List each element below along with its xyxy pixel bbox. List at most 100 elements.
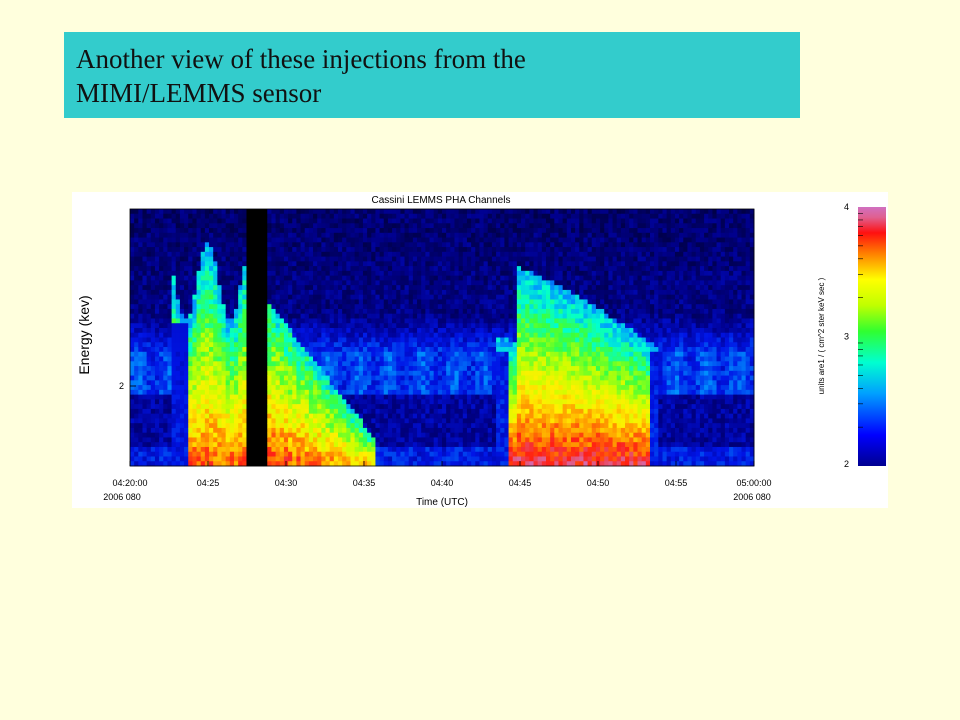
heatmap-cell: [454, 223, 460, 229]
heatmap-cell: [454, 218, 460, 224]
heatmap-cell: [437, 213, 443, 219]
heatmap-cell: [254, 437, 260, 443]
heatmap-cell: [196, 228, 202, 234]
heatmap-cell: [479, 247, 484, 253]
heatmap-cell: [138, 308, 143, 315]
heatmap-cell: [304, 251, 310, 257]
heatmap-cell: [254, 280, 260, 286]
heatmap-cell: [500, 247, 505, 253]
heatmap-cell: [130, 461, 135, 467]
heatmap-cell: [496, 266, 501, 272]
heatmap-cell: [292, 237, 297, 243]
heatmap-cell: [279, 446, 285, 453]
heatmap-cell: [150, 432, 156, 438]
heatmap-cell: [250, 251, 256, 257]
heatmap-cell: [450, 461, 455, 467]
heatmap-cell: [142, 451, 148, 457]
heatmap-cell: [196, 323, 202, 329]
heatmap-cell: [404, 318, 410, 324]
heatmap-cell: [358, 451, 364, 457]
heatmap-cell: [179, 256, 185, 262]
heatmap-cell: [379, 413, 385, 419]
heatmap-cell: [446, 413, 451, 419]
heatmap-cell: [429, 323, 435, 329]
heatmap-cell: [471, 385, 476, 391]
heatmap-cell: [325, 209, 331, 215]
heatmap-cell: [254, 242, 260, 248]
heatmap-cell: [254, 247, 260, 253]
heatmap-cell: [138, 356, 143, 362]
heatmap-cell: [458, 289, 464, 296]
heatmap-cell: [204, 232, 210, 238]
heatmap-cell: [454, 228, 460, 234]
heatmap-cell: [254, 461, 260, 467]
heatmap-cell: [184, 446, 189, 453]
heatmap-cell: [496, 247, 501, 253]
heatmap-cell: [313, 251, 318, 257]
heatmap-cell: [325, 356, 331, 362]
heatmap-cell: [134, 347, 139, 353]
heatmap-cell: [421, 356, 426, 362]
heatmap-cell: [258, 446, 264, 453]
heatmap-cell: [450, 442, 455, 448]
heatmap-cell: [425, 247, 430, 253]
heatmap-cell: [483, 446, 489, 453]
heatmap-cell: [387, 304, 393, 310]
heatmap-cell: [292, 456, 297, 462]
heatmap-cell: [221, 418, 227, 424]
heatmap-cell: [304, 342, 310, 348]
heatmap-cell: [404, 432, 410, 438]
heatmap-cell: [267, 437, 272, 443]
heatmap-cell: [338, 299, 343, 305]
heatmap-cell: [462, 342, 468, 348]
heatmap-cell: [304, 213, 310, 219]
heatmap-cell: [184, 342, 189, 348]
heatmap-cell: [325, 375, 331, 381]
heatmap-cell: [371, 313, 376, 319]
heatmap-cell: [400, 389, 405, 396]
heatmap-cell: [184, 223, 189, 229]
heatmap-cell: [146, 394, 152, 400]
heatmap-cell: [329, 285, 335, 291]
heatmap-cell: [408, 294, 414, 300]
heatmap-cell: [288, 432, 293, 438]
heatmap-cell: [263, 256, 268, 262]
heatmap-cell: [442, 285, 447, 291]
heatmap-cell: [421, 218, 426, 224]
heatmap-cell: [471, 247, 476, 253]
heatmap-cell: [179, 218, 185, 224]
heatmap-cell: [375, 442, 380, 448]
heatmap-cell: [508, 304, 514, 310]
heatmap-cell: [221, 280, 227, 286]
heatmap-cell: [288, 242, 293, 248]
heatmap-cell: [167, 408, 172, 415]
heatmap-cell: [130, 385, 135, 391]
heatmap-cell: [362, 366, 368, 372]
heatmap-cell: [292, 327, 297, 334]
heatmap-cell: [508, 209, 514, 215]
heatmap-cell: [179, 285, 185, 291]
heatmap-cell: [362, 256, 368, 262]
heatmap-cell: [154, 242, 160, 248]
heatmap-cell: [479, 285, 484, 291]
heatmap-cell: [379, 351, 385, 357]
heatmap-cell: [496, 261, 501, 267]
heatmap-cell: [429, 275, 435, 281]
heatmap-cell: [192, 408, 197, 415]
heatmap-cell: [184, 323, 189, 329]
heatmap-cell: [317, 266, 322, 272]
heatmap-cell: [392, 413, 397, 419]
heatmap-cell: [450, 299, 455, 305]
heatmap-cell: [491, 404, 497, 410]
heatmap-cell: [421, 232, 426, 238]
heatmap-cell: [163, 213, 168, 219]
heatmap-cell: [279, 351, 285, 357]
heatmap-cell: [308, 318, 314, 324]
heatmap-cell: [508, 261, 514, 267]
heatmap-cell: [325, 223, 331, 229]
heatmap-cell: [454, 209, 460, 215]
heatmap-cell: [429, 270, 435, 277]
heatmap-cell: [387, 285, 393, 291]
heatmap-cell: [242, 456, 247, 462]
heatmap-cell: [213, 366, 218, 372]
